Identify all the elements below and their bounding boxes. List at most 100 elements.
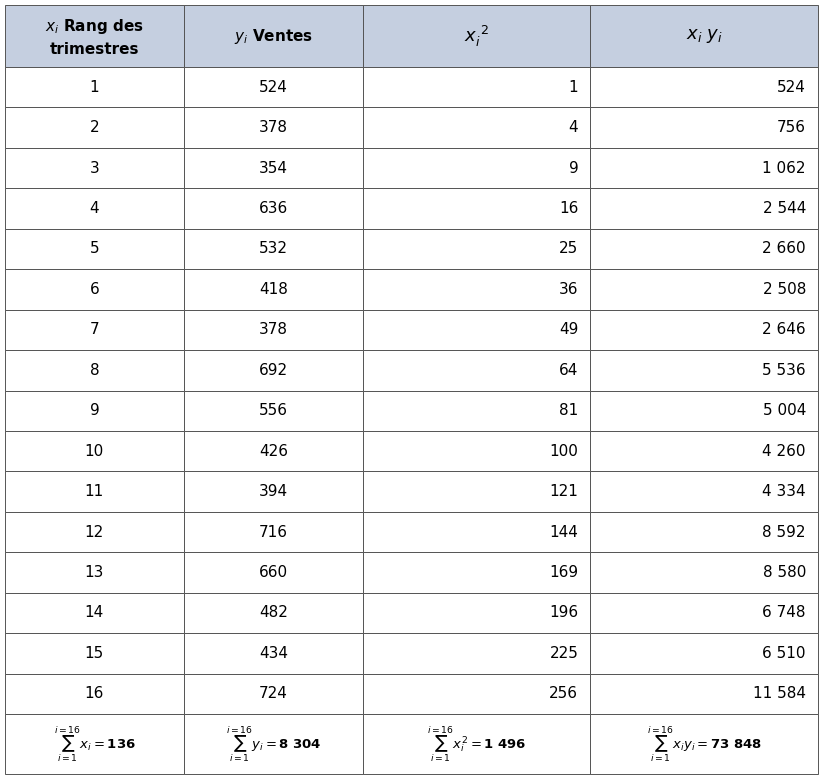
Bar [5,189,184,229]
Text: 64: 64 [559,363,579,378]
Text: 121: 121 [550,484,579,499]
Text: 25: 25 [559,241,579,256]
Bar [363,593,590,633]
Text: 724: 724 [259,686,288,701]
Text: 1 062: 1 062 [762,160,806,175]
Bar [5,593,184,633]
Bar [590,633,818,674]
Text: 2 660: 2 660 [762,241,806,256]
Bar [590,350,818,390]
Bar [184,674,363,714]
Bar [184,270,363,309]
Bar [363,390,590,431]
Text: 2 646: 2 646 [762,323,806,337]
Text: 4: 4 [90,201,100,216]
Bar [363,552,590,593]
Bar [590,67,818,108]
Text: 378: 378 [258,120,288,135]
Bar [590,189,818,229]
Text: 36: 36 [559,282,579,297]
Text: 8: 8 [90,363,100,378]
Text: 9: 9 [90,404,100,418]
Bar [590,512,818,552]
Bar [363,471,590,512]
Bar [184,108,363,148]
Bar [184,431,363,471]
Bar [363,714,590,774]
Bar [363,229,590,270]
Bar [5,714,184,774]
Text: 13: 13 [85,565,105,580]
Bar [363,350,590,390]
Text: 434: 434 [258,646,288,661]
Text: 1: 1 [569,79,579,95]
Bar [363,189,590,229]
Text: 636: 636 [258,201,288,216]
Bar [5,270,184,309]
Text: 100: 100 [550,444,579,459]
Text: 81: 81 [559,404,579,418]
Text: 8 592: 8 592 [762,524,806,540]
Bar [590,309,818,350]
Bar [184,309,363,350]
Bar [5,552,184,593]
Bar [184,229,363,270]
Bar [184,189,363,229]
Bar [590,674,818,714]
Bar [5,674,184,714]
Bar [590,148,818,189]
Text: $y_i$ Ventes: $y_i$ Ventes [234,26,313,45]
Text: 426: 426 [258,444,288,459]
Text: 418: 418 [259,282,288,297]
Text: 196: 196 [549,605,579,620]
Bar [590,552,818,593]
Text: 4 334: 4 334 [762,484,806,499]
Text: $\sum_{i=1}^{i=16} x_i^2 = $$\mathbf{1\ 496}$: $\sum_{i=1}^{i=16} x_i^2 = $$\mathbf{1\ … [427,724,526,764]
Bar [184,350,363,390]
Text: $x_i^{\ 2}$: $x_i^{\ 2}$ [464,23,489,48]
Bar [363,270,590,309]
Text: 12: 12 [85,524,104,540]
Bar [363,309,590,350]
Bar [184,390,363,431]
Bar [184,5,363,67]
Bar [184,633,363,674]
Text: 524: 524 [259,79,288,95]
Text: 482: 482 [259,605,288,620]
Bar [363,67,590,108]
Text: 4: 4 [569,120,579,135]
Text: 16: 16 [559,201,579,216]
Text: $x_i$ Rang des: $x_i$ Rang des [45,16,144,36]
Bar [5,471,184,512]
Bar [363,148,590,189]
Text: $\sum_{i=1}^{i=16} x_i y_i = $$\mathbf{73\ 848}$: $\sum_{i=1}^{i=16} x_i y_i = $$\mathbf{7… [647,724,762,764]
Bar [363,512,590,552]
Text: 2 544: 2 544 [763,201,806,216]
Text: 16: 16 [85,686,105,701]
Bar [363,5,590,67]
Bar [5,5,184,67]
Text: 6 510: 6 510 [762,646,806,661]
Bar [363,633,590,674]
Bar [5,431,184,471]
Text: 394: 394 [258,484,288,499]
Bar [184,512,363,552]
Text: 10: 10 [85,444,104,459]
Text: 4 260: 4 260 [762,444,806,459]
Text: 169: 169 [549,565,579,580]
Text: 2 508: 2 508 [763,282,806,297]
Bar [363,108,590,148]
Text: $\sum_{i=1}^{i=16} y_i = $$\mathbf{8\ 304}$: $\sum_{i=1}^{i=16} y_i = $$\mathbf{8\ 30… [226,724,321,764]
Bar [184,714,363,774]
Text: 5 004: 5 004 [763,404,806,418]
Text: trimestres: trimestres [49,41,139,57]
Bar [5,108,184,148]
Text: $\sum_{i=1}^{i=16} x_i = $$\mathbf{136}$: $\sum_{i=1}^{i=16} x_i = $$\mathbf{136}$ [53,724,135,764]
Text: 354: 354 [258,160,288,175]
Text: 7: 7 [90,323,100,337]
Text: 6: 6 [90,282,100,297]
Text: 14: 14 [85,605,104,620]
Text: 5: 5 [90,241,100,256]
Bar [590,390,818,431]
Text: 660: 660 [258,565,288,580]
